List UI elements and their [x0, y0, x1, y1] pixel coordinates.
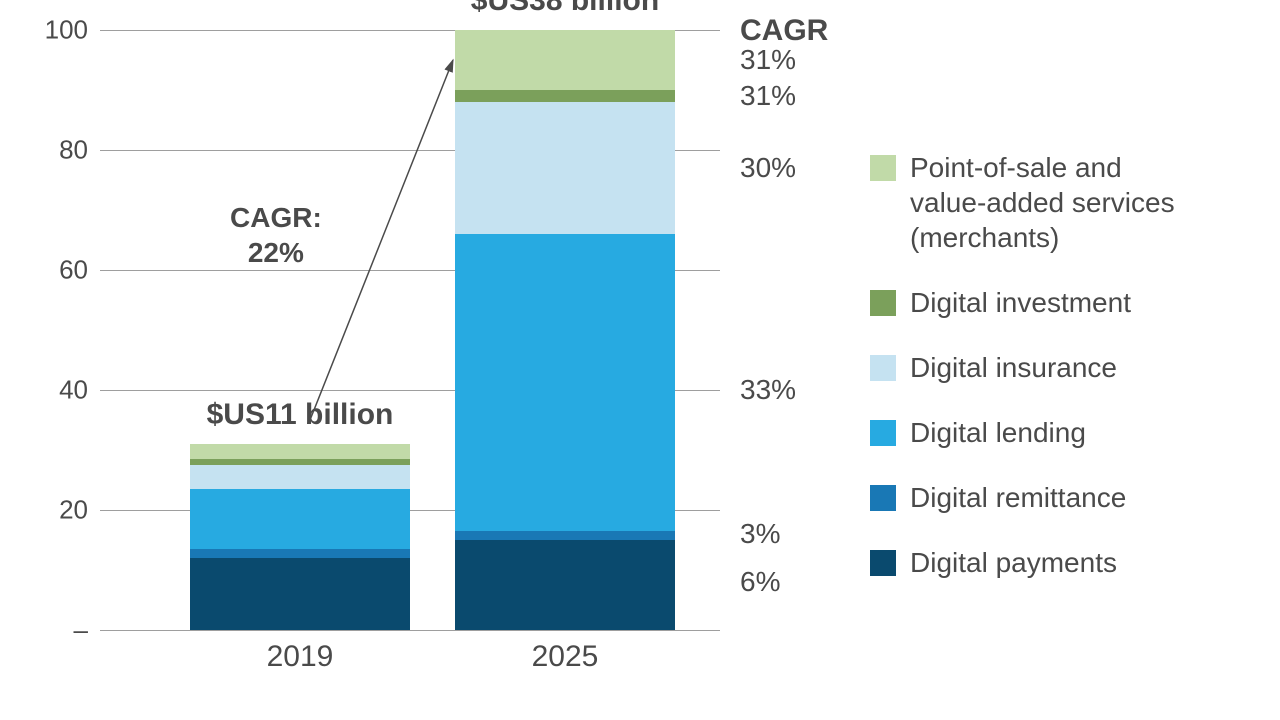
legend-item-digital_investment: Digital investment [870, 285, 1280, 320]
cagr-value: 30% [740, 152, 796, 184]
growth-arrow-icon [100, 30, 720, 630]
y-axis-tick-label: 40 [0, 375, 88, 406]
gridline [100, 630, 720, 631]
cagr-value: 31% [740, 80, 796, 112]
cagr-arrow-label: CAGR: 22% [230, 200, 322, 270]
legend-item-digital_insurance: Digital insurance [870, 350, 1280, 385]
legend-label: Digital remittance [910, 480, 1126, 515]
x-axis-tick-label: 2025 [532, 640, 599, 674]
cagr-arrow-line1: CAGR: [230, 202, 322, 233]
legend-item-digital_lending: Digital lending [870, 415, 1280, 450]
legend-item-digital_remittance: Digital remittance [870, 480, 1280, 515]
legend-swatch [870, 290, 896, 316]
cagr-column-header: CAGR [740, 14, 828, 48]
y-axis-tick-label: 60 [0, 255, 88, 286]
legend-label: Digital investment [910, 285, 1131, 320]
y-axis-tick-label: – [0, 615, 88, 646]
cagr-arrow-line2: 22% [248, 237, 304, 268]
legend-swatch [870, 550, 896, 576]
legend-swatch [870, 485, 896, 511]
legend-label: Point-of-sale andvalue-added services (m… [910, 150, 1280, 255]
legend-swatch [870, 420, 896, 446]
legend-label: Digital payments [910, 545, 1117, 580]
y-axis-tick-label: 80 [0, 135, 88, 166]
legend-item-pos_vas: Point-of-sale andvalue-added services (m… [870, 150, 1280, 255]
legend-item-digital_payments: Digital payments [870, 545, 1280, 580]
stacked-bar-chart: – 20 40 60 80 100 $US11 billion2019$US38 bill… [0, 0, 1280, 720]
x-axis-tick-label: 2019 [267, 640, 334, 674]
bar-top-label-2025: $US38 billion [435, 0, 695, 18]
legend: Point-of-sale andvalue-added services (m… [870, 150, 1280, 580]
legend-swatch [870, 355, 896, 381]
cagr-value: 31% [740, 44, 796, 76]
plot-area: $US11 billion2019$US38 billion2025CAGR:2… [100, 30, 720, 630]
cagr-value: 6% [740, 566, 780, 598]
legend-label: Digital insurance [910, 350, 1117, 385]
cagr-value: 3% [740, 518, 780, 550]
legend-label: Digital lending [910, 415, 1086, 450]
cagr-value: 33% [740, 374, 796, 406]
legend-swatch [870, 155, 896, 181]
y-axis-tick-label: 100 [0, 15, 88, 46]
y-axis-tick-label: 20 [0, 495, 88, 526]
